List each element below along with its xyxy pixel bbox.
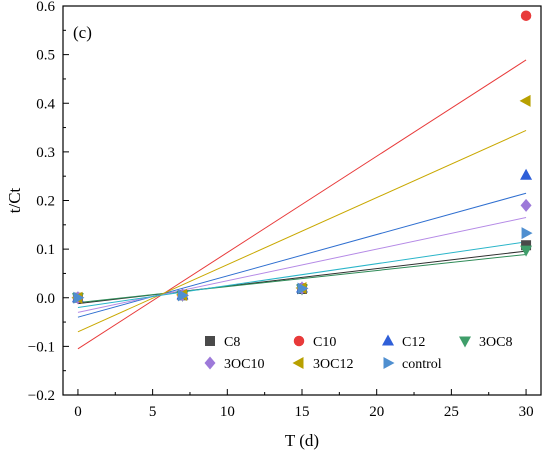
y-tick-label: 0.0 (36, 291, 55, 307)
legend-item-3oc10: 3OC10 (204, 356, 264, 372)
x-tick-label: 5 (149, 404, 157, 420)
data-point-control (297, 282, 309, 295)
fit-line-c10 (77, 59, 527, 350)
data-point-control (73, 291, 85, 304)
x-axis: 0 5 10 15 20 25 30 (74, 389, 534, 420)
legend-marker-3oc12 (292, 357, 304, 369)
fit-line-control (77, 241, 527, 308)
fit-line-3oc8 (77, 253, 527, 304)
fit-lines (77, 59, 527, 350)
legend-item-control: control (383, 357, 442, 372)
legend-marker-control (383, 357, 395, 369)
x-tick-label: 25 (444, 404, 459, 420)
legend-label: C8 (224, 335, 240, 350)
data-point-c10 (520, 10, 532, 21)
legend-marker-3oc8 (459, 336, 471, 348)
x-tick-label: 20 (369, 404, 384, 420)
data-point-3oc8 (520, 245, 533, 257)
x-tick-label: 0 (74, 404, 82, 420)
legend-item-c8: C8 (205, 335, 240, 350)
legend-label: C10 (313, 335, 336, 350)
legend-label: 3OC12 (313, 357, 353, 372)
panel-label: (c) (73, 23, 92, 42)
y-tick-label: −0.2 (28, 388, 55, 404)
legend-label: control (402, 357, 442, 372)
data-point-control (178, 289, 189, 302)
legend-marker-3oc10 (204, 356, 216, 370)
y-axis-title: t/Ct (5, 187, 24, 213)
y-tick-label: 0.5 (36, 48, 55, 64)
legend-label: C12 (402, 335, 425, 350)
legend-item-3oc12: 3OC12 (292, 357, 353, 372)
x-tick-label: 15 (295, 404, 310, 420)
data-point-c12 (520, 168, 533, 180)
legend-marker-c10 (293, 335, 305, 347)
y-tick-label: 0.2 (36, 194, 55, 210)
y-tick-label: −0.1 (28, 339, 55, 355)
y-tick-label: 0.1 (36, 242, 55, 258)
y-axis: −0.2 −0.1 0.0 0.1 0.2 0.3 0.4 0.5 0.6 (28, 0, 69, 404)
y-tick-label: 0.4 (36, 96, 55, 112)
data-markers (71, 10, 533, 305)
data-point-3oc12 (519, 94, 531, 107)
legend-marker-c12 (382, 334, 394, 346)
fit-line-3oc12 (77, 130, 527, 333)
x-tick-label: 30 (519, 404, 534, 420)
y-tick-label: 0.3 (36, 145, 55, 161)
legend-item-c10: C10 (293, 335, 336, 350)
legend-item-c12: C12 (382, 334, 425, 350)
y-tick-label: 0.6 (36, 0, 55, 15)
legend-item-3oc8: 3OC8 (459, 335, 512, 350)
legend-label: 3OC8 (479, 335, 512, 350)
legend: C8 C10 C12 3OC8 3OC10 3OC12 control (204, 334, 512, 372)
data-point-control (521, 227, 533, 240)
data-point-c8 (521, 240, 532, 251)
legend-marker-c8 (205, 336, 215, 346)
data-point-3oc10 (520, 198, 532, 212)
legend-label: 3OC10 (224, 357, 264, 372)
x-axis-title: T (d) (285, 431, 319, 450)
x-tick-label: 10 (220, 404, 235, 420)
